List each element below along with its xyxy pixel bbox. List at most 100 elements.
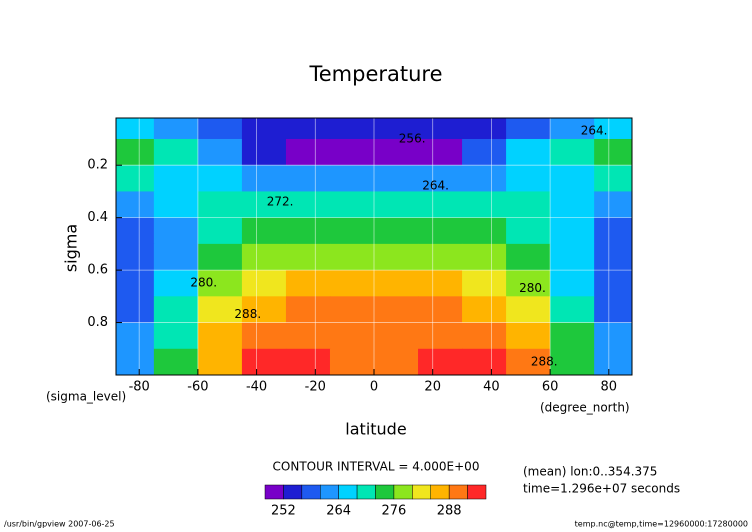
cell [462,243,507,271]
colorbar-box [301,484,321,500]
cell [241,348,287,376]
cell [462,296,507,324]
cell [153,165,199,192]
colorbar-box [430,484,450,500]
cell [550,118,595,140]
cell [462,348,507,376]
cell [418,165,463,192]
cell [506,322,551,350]
colorbar-box [283,484,303,500]
cell [153,191,199,219]
cell [374,348,419,376]
cell [594,322,633,350]
y-tick-label: 0.2 [87,158,108,173]
cell [116,296,155,324]
cell [506,348,551,376]
cell [116,138,155,166]
cell [241,270,287,297]
cell [506,217,551,245]
cell [418,118,463,140]
cell [285,191,331,219]
cell [285,165,331,192]
colorbar-label: 264 [326,504,351,519]
cell [550,217,595,245]
cell [550,270,595,297]
cell [285,217,331,245]
colorbar-box [467,484,487,500]
cell [594,138,633,166]
contour-label: 288. [531,354,558,368]
x-tick-label: -80 [129,380,150,395]
cell [462,118,507,140]
colorbar-box [448,484,468,500]
cell [241,217,287,245]
cell [418,217,463,245]
cell [506,270,551,297]
colorbar-label: 252 [271,504,296,519]
x-tick-label: -40 [246,380,267,395]
cell [116,270,155,297]
cell [241,322,287,350]
cell [285,322,331,350]
cell [116,217,155,245]
cell [374,118,419,140]
cell [506,165,551,192]
y-tick-label: 0.4 [87,210,108,225]
cell [116,348,155,376]
cell [506,296,551,324]
y-unit: (sigma_level) [46,390,126,404]
cell [418,191,463,219]
note: (mean) lon:0..354.375 [523,465,657,479]
cell [329,270,375,297]
footer: temp.nc@temp,time=12960000:17280000 [575,520,748,529]
cell [418,138,463,166]
footer: /usr/bin/gpview 2007-06-25 [4,520,115,529]
cell [550,296,595,324]
cell [462,191,507,219]
cell [329,118,375,140]
cell [594,243,633,271]
contour-label: 256. [399,131,426,145]
cell [329,243,375,271]
cell [550,191,595,219]
note: time=1.296e+07 seconds [523,482,680,496]
cell [550,165,595,192]
cell [418,243,463,271]
cell [594,270,633,297]
cell [197,138,243,166]
cell [153,243,199,271]
cell [285,270,331,297]
cell [153,348,199,376]
cell [418,296,463,324]
x-axis-label: latitude [345,420,406,439]
cell [374,191,419,219]
cell [374,217,419,245]
cell [418,270,463,297]
cell [197,348,243,376]
cell [506,138,551,166]
colorbar-box [393,484,413,500]
cell [550,322,595,350]
cell [374,243,419,271]
cell [374,138,419,166]
colorbar-box [338,484,358,500]
cell [116,243,155,271]
y-tick-label: 0.6 [87,263,108,278]
cell [241,296,287,324]
cell [329,138,375,166]
cell [153,118,199,140]
cell [285,118,331,140]
colorbar-label: 276 [382,504,407,519]
cell [329,217,375,245]
cell [462,322,507,350]
y-axis-label: sigma [62,224,81,272]
cell [329,322,375,350]
y-tick-label: 0.8 [87,315,108,330]
cell [285,348,331,376]
contour-interval: CONTOUR INTERVAL = 4.000E+00 [273,460,480,474]
cell [329,191,375,219]
x-tick-label: -20 [305,380,326,395]
cell [462,217,507,245]
cell [550,348,595,376]
